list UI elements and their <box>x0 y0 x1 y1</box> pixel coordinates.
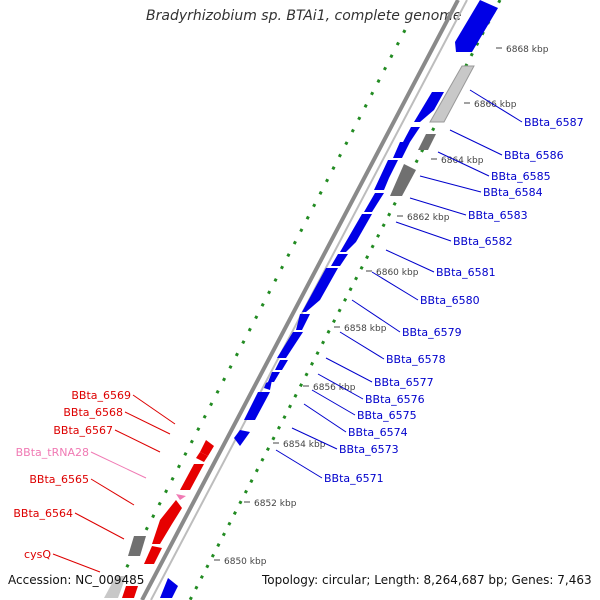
gene-label[interactable]: BBta_6565 <box>29 473 89 486</box>
pseudo-gene[interactable] <box>104 576 126 598</box>
callout-line <box>371 271 419 301</box>
gene-label[interactable]: BBta_6571 <box>324 472 384 485</box>
gene-arrow[interactable] <box>364 193 384 212</box>
callout-line <box>291 427 338 450</box>
pseudo-gene[interactable] <box>128 536 146 556</box>
scale-tick-label: 6860 kbp <box>376 268 419 278</box>
map-title: Bradyrhizobium sp. BTAi1, complete genom… <box>146 8 462 24</box>
scale-tick-label: 6850 kbp <box>224 557 267 567</box>
gene-arrow[interactable] <box>200 440 214 456</box>
scale-tick-label: 6856 kbp <box>313 383 356 393</box>
gene-label[interactable]: BBta_6569 <box>71 389 131 402</box>
callout-line <box>409 197 467 216</box>
gene-label[interactable]: BBta_6582 <box>453 235 513 248</box>
gene-arrow[interactable] <box>340 214 372 252</box>
callout-line <box>132 394 176 425</box>
callout-line <box>114 429 161 453</box>
gene-arrow[interactable] <box>160 578 178 598</box>
trna-arrow[interactable] <box>176 494 186 500</box>
callout-line <box>351 299 401 333</box>
gene-arrow[interactable] <box>455 0 498 52</box>
callout-line <box>339 331 385 360</box>
gene-arrow[interactable] <box>264 380 272 390</box>
right-callouts: BBta_6587 BBta_6586 BBta_6585 BBta_6584 BBta… <box>275 89 584 485</box>
scale-ticks: 6868 kbp 6866 kbp 6864 kbp 6862 kbp 6860 kbp… <box>214 45 549 567</box>
accession-text: Accession: NC_009485 <box>8 573 145 587</box>
callout-line <box>90 451 147 479</box>
callout-line <box>303 403 347 433</box>
gene-label[interactable]: BBta_6580 <box>420 294 480 307</box>
gene-arrow[interactable] <box>275 360 288 370</box>
callout-line <box>325 357 373 383</box>
gene-label[interactable]: BBta_6587 <box>524 116 584 129</box>
gene-label[interactable]: BBta_6583 <box>468 209 528 222</box>
gene-label[interactable]: BBta_6579 <box>402 326 462 339</box>
gene-label[interactable]: BBta_6578 <box>386 353 446 366</box>
callout-line <box>449 129 503 156</box>
reverse-genes <box>122 440 214 598</box>
callout-line <box>385 249 435 273</box>
gene-arrow[interactable] <box>277 332 303 358</box>
callout-line <box>52 553 101 573</box>
gene-arrow[interactable] <box>196 452 208 462</box>
gene-arrow[interactable] <box>180 464 204 490</box>
gene-label[interactable]: BBta_6584 <box>483 186 543 199</box>
gc-track-outer <box>188 0 502 600</box>
left-callouts: BBta_6569 BBta_6568 BBta_6567 BBta_tRNA28 BB… <box>13 389 176 573</box>
gene-label[interactable]: BBta_6576 <box>365 393 425 406</box>
gene-label[interactable]: BBta_6586 <box>504 149 564 162</box>
gene-label[interactable]: BBta_6574 <box>348 426 408 439</box>
gene-label[interactable]: BBta_6575 <box>357 409 417 422</box>
callout-line <box>90 478 135 506</box>
callout-line <box>419 175 482 193</box>
callout-line <box>311 389 356 416</box>
gene-arrow[interactable] <box>234 430 250 446</box>
pseudo-gene[interactable] <box>418 134 436 150</box>
callout-line <box>469 89 523 123</box>
gene-arrow[interactable] <box>374 160 398 190</box>
gene-arrow[interactable] <box>403 127 420 142</box>
backbone-line-1 <box>140 0 460 600</box>
callout-line <box>275 449 323 479</box>
scale-tick-label: 6854 kbp <box>283 440 326 450</box>
gene-arrow[interactable] <box>152 500 182 544</box>
scale-tick-label: 6868 kbp <box>506 45 549 55</box>
scale-tick-label: 6862 kbp <box>407 213 450 223</box>
gene-label[interactable]: BBta_6573 <box>339 443 399 456</box>
callout-line <box>317 373 364 400</box>
scale-tick-label: 6866 kbp <box>474 100 517 110</box>
scale-tick-label: 6864 kbp <box>441 156 484 166</box>
scale-tick-label: 6858 kbp <box>344 324 387 334</box>
pseudo-gene[interactable] <box>390 164 416 196</box>
scale-tick-label: 6852 kbp <box>254 499 297 509</box>
gene-arrow[interactable] <box>244 392 270 420</box>
gene-arrow[interactable] <box>393 142 410 158</box>
gene-arrow[interactable] <box>296 314 310 330</box>
gene-arrow[interactable] <box>331 254 348 266</box>
gene-label[interactable]: BBta_6581 <box>436 266 496 279</box>
callout-line <box>395 221 452 242</box>
gene-label[interactable]: BBta_6577 <box>374 376 434 389</box>
gene-arrow[interactable] <box>268 372 280 382</box>
pseudo-gene[interactable] <box>429 65 475 123</box>
gene-label[interactable]: cysQ <box>24 548 51 561</box>
gene-arrow[interactable] <box>122 586 138 598</box>
gene-label[interactable]: BBta_tRNA28 <box>16 446 89 459</box>
gene-arrow[interactable] <box>144 546 162 564</box>
gene-label[interactable]: BBta_6568 <box>63 406 123 419</box>
forward-genes <box>160 0 498 598</box>
topology-summary: Topology: circular; Length: 8,264,687 bp… <box>262 573 592 587</box>
gene-arrow[interactable] <box>302 268 338 312</box>
gene-arrow[interactable] <box>414 92 444 122</box>
gene-label[interactable]: BBta_6585 <box>491 170 551 183</box>
callout-line <box>74 512 125 540</box>
callout-line <box>437 151 490 177</box>
gene-label[interactable]: BBta_6567 <box>53 424 113 437</box>
callout-line <box>124 411 171 435</box>
gene-label[interactable]: BBta_6564 <box>13 507 73 520</box>
